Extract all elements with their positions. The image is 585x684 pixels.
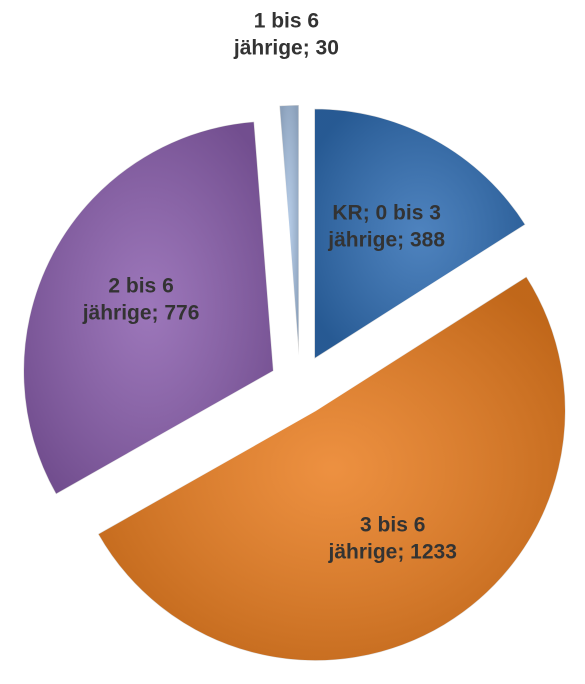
data-label: jährige; 776 xyxy=(82,302,200,325)
data-label: 2 bis 6 xyxy=(108,275,173,298)
slice-shade xyxy=(23,121,274,495)
slice-shade xyxy=(97,276,566,661)
data-label: 3 bis 6 xyxy=(360,513,425,536)
data-label: jährige; 30 xyxy=(233,36,339,59)
data-label: 1 bis 6 xyxy=(254,9,319,32)
slice-shade xyxy=(279,105,299,356)
data-label: jährige; 388 xyxy=(327,228,445,251)
data-label: jährige; 1233 xyxy=(328,540,457,563)
data-label: KR; 0 bis 3 xyxy=(332,201,441,224)
slice-shade xyxy=(314,108,526,359)
